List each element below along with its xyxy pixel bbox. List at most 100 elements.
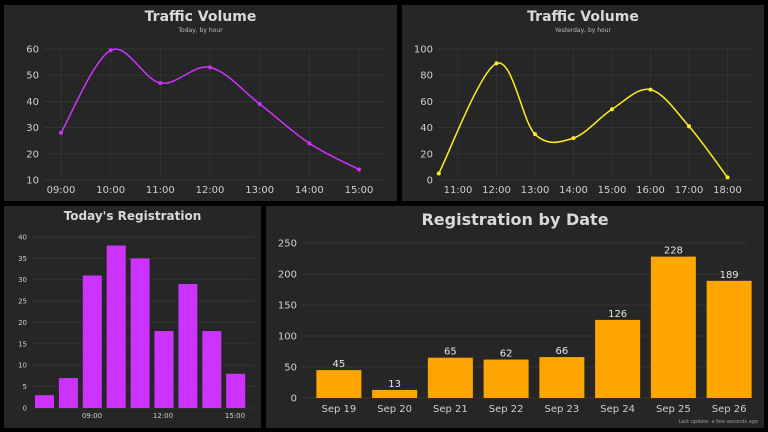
- registration-by-date-panel: Registration by Date 0 50 100 150 200 250 45 Se…: [266, 206, 764, 428]
- traffic-yesterday-x-tick-label: 14:00: [559, 185, 588, 196]
- today-registration-bar: [82, 275, 102, 408]
- traffic-yesterday-y-tick-label: 40: [420, 123, 433, 134]
- traffic-today-point: [257, 102, 262, 107]
- registration-by-date-x-tick-label: Sep 19: [321, 404, 356, 415]
- traffic-yesterday-point: [436, 171, 441, 176]
- traffic-today-x-tick-label: 10:00: [96, 185, 125, 196]
- traffic-yesterday-x-tick-label: 12:00: [482, 185, 511, 196]
- traffic-today-title: Traffic Volume: [144, 9, 257, 25]
- registration-by-date-data-label: 13: [388, 379, 401, 390]
- traffic-today-chart: 10 20 30 40 50 60 09:00 10:00 11:00 12:00 13:00 14:…: [26, 45, 384, 196]
- registration-by-date-y-tick-label: 150: [278, 301, 297, 312]
- traffic-yesterday-y-tick-label: 80: [420, 71, 433, 82]
- today-registration-x-tick-label: 12:00: [153, 412, 173, 420]
- registration-by-date-bar: [372, 389, 418, 398]
- today-registration-y-tick-label: 40: [18, 233, 27, 241]
- traffic-yesterday-line: [438, 62, 729, 178]
- registration-by-date-x-tick-label: Sep 25: [656, 404, 691, 415]
- traffic-yesterday-x-tick-label: 15:00: [598, 185, 627, 196]
- traffic-yesterday-point: [725, 175, 730, 180]
- traffic-yesterday-y-tick-label: 100: [414, 45, 433, 56]
- today-registration-bar: [226, 373, 246, 408]
- traffic-today-x-tick-label: 13:00: [245, 185, 274, 196]
- today-registration-y-tick-label: 0: [23, 404, 27, 412]
- traffic-today-point: [158, 81, 163, 86]
- today-registration-panel: Today's Registration 0 5 10 15 20 25 30 35 40 09:…: [4, 206, 261, 428]
- registration-by-date-x-tick-label: Sep 23: [544, 404, 579, 415]
- traffic-today-y-tick-label: 10: [26, 176, 39, 187]
- traffic-yesterday-point: [494, 61, 499, 66]
- registration-by-date-data-label: 62: [500, 349, 513, 360]
- today-registration-chart: 0 5 10 15 20 25 30 35 40 09:00 12:00 15:00: [18, 233, 254, 420]
- traffic-yesterday-y-tick-label: 0: [427, 176, 433, 187]
- registration-by-date-data-label: 65: [444, 347, 457, 358]
- traffic-yesterday-x-tick-label: 18:00: [713, 185, 742, 196]
- registration-by-date-y-tick-label: 0: [291, 394, 297, 405]
- registration-by-date-y-tick-label: 100: [278, 332, 297, 343]
- traffic-yesterday-point: [610, 107, 614, 112]
- today-registration-y-tick-label: 5: [23, 383, 27, 391]
- today-registration-bar: [178, 284, 198, 408]
- registration-by-date-x-tick-label: Sep 26: [712, 404, 747, 415]
- traffic-today-y-tick-label: 50: [26, 71, 39, 82]
- today-registration-bar: [202, 331, 222, 408]
- traffic-yesterday-title: Traffic Volume: [527, 9, 639, 25]
- traffic-today-subtitle: Today, by hour: [178, 27, 223, 34]
- today-registration-title: Today's Registration: [63, 209, 202, 223]
- today-registration-x-tick-label: 15:00: [225, 412, 245, 420]
- today-registration-y-tick-label: 20: [18, 319, 27, 327]
- today-registration-y-tick-label: 35: [18, 255, 27, 263]
- today-registration-bar: [58, 378, 78, 408]
- traffic-yesterday-panel: Traffic Volume Yesterday, by hour 0 20 40 6…: [402, 5, 764, 201]
- registration-by-date-bar: [650, 256, 696, 398]
- registration-by-date-y-tick-label: 200: [278, 270, 297, 281]
- traffic-yesterday-y-tick-label: 60: [420, 97, 433, 108]
- traffic-today-panel: Traffic Volume Today, by hour 10 20 30 40 50…: [4, 5, 397, 201]
- registration-by-date-data-label: 189: [720, 270, 739, 281]
- traffic-today-x-tick-label: 11:00: [146, 185, 175, 196]
- registration-by-date-x-tick-label: Sep 24: [600, 404, 635, 415]
- registration-by-date-data-label: 45: [333, 359, 346, 370]
- traffic-yesterday-point: [687, 124, 691, 129]
- traffic-today-point: [208, 65, 212, 70]
- registration-by-date-data-label: 66: [556, 346, 569, 357]
- traffic-today-y-tick-label: 60: [26, 45, 39, 56]
- registration-by-date-data-label: 228: [664, 246, 683, 257]
- traffic-yesterday-point: [533, 132, 537, 137]
- registration-by-date-y-tick-label: 50: [284, 363, 297, 374]
- traffic-yesterday-point: [571, 136, 576, 141]
- traffic-yesterday-chart: 0 20 40 60 80 100 11:00 12:00 13:00 14:00 15:00 16:…: [414, 45, 752, 196]
- registration-by-date-y-tick-label: 250: [278, 239, 297, 250]
- traffic-today-x-tick-label: 12:00: [196, 185, 225, 196]
- today-registration-y-tick-label: 10: [18, 362, 27, 370]
- registration-by-date-bar: [427, 357, 473, 398]
- traffic-yesterday-x-tick-label: 17:00: [675, 185, 704, 196]
- traffic-today-point: [108, 48, 113, 53]
- traffic-today-x-tick-label: 09:00: [47, 185, 76, 196]
- traffic-today-x-tick-label: 14:00: [295, 185, 324, 196]
- today-registration-bar: [130, 258, 150, 408]
- traffic-today-y-tick-label: 40: [26, 97, 39, 108]
- today-registration-x-tick-label: 09:00: [82, 412, 102, 420]
- traffic-yesterday-subtitle: Yesterday, by hour: [555, 27, 611, 34]
- registration-by-date-bar: [316, 370, 362, 398]
- traffic-yesterday-x-tick-label: 11:00: [444, 185, 473, 196]
- traffic-yesterday-y-tick-label: 20: [420, 149, 433, 160]
- registration-by-date-bar: [539, 357, 585, 398]
- registration-by-date-chart: 0 50 100 150 200 250 45 Sep 19 13 Sep 20 65 Sep 21 6…: [278, 239, 752, 415]
- last-update-footer: Last update: a few seconds ago: [678, 419, 758, 425]
- today-registration-bar: [106, 245, 126, 408]
- registration-by-date-bar: [706, 280, 752, 398]
- registration-by-date-bar: [483, 359, 529, 398]
- traffic-today-y-tick-label: 30: [26, 123, 39, 134]
- traffic-today-y-tick-label: 20: [26, 149, 39, 160]
- traffic-today-point: [59, 130, 63, 135]
- traffic-yesterday-x-tick-label: 16:00: [636, 185, 665, 196]
- today-registration-bar: [35, 395, 54, 408]
- registration-by-date-x-tick-label: Sep 22: [489, 404, 524, 415]
- registration-by-date-data-label: 126: [608, 309, 627, 320]
- registration-by-date-bar: [595, 319, 641, 398]
- registration-by-date-title: Registration by Date: [421, 210, 609, 229]
- today-registration-bar: [154, 331, 174, 408]
- registration-by-date-x-tick-label: Sep 21: [433, 404, 468, 415]
